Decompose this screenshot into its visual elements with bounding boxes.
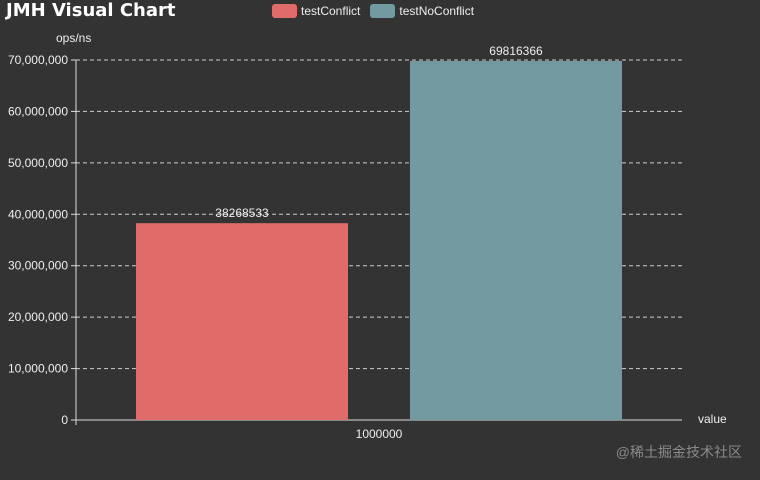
y-tick-label: 20,000,000 — [8, 310, 68, 324]
watermark: @稀土掘金技术社区 — [615, 444, 742, 460]
data-label-testNoConflict: 69816366 — [489, 44, 543, 58]
legend-item-testconflict[interactable]: testConflict — [272, 4, 360, 18]
x-tick-label: 1000000 — [356, 427, 403, 441]
y-tick-label: 0 — [61, 413, 68, 427]
legend-item-testnoconflict[interactable]: testNoConflict — [370, 4, 474, 18]
y-tick-label: 70,000,000 — [8, 53, 68, 67]
x-axis-label: value — [698, 412, 727, 426]
legend-swatch-testconflict — [272, 4, 297, 18]
y-tick-label: 40,000,000 — [8, 207, 68, 221]
data-label-testConflict: 38268533 — [215, 206, 269, 220]
y-tick-label: 60,000,000 — [8, 104, 68, 118]
bar-testNoConflict[interactable] — [410, 60, 622, 421]
y-tick-label: 30,000,000 — [8, 259, 68, 273]
legend-label-testconflict: testConflict — [301, 4, 361, 18]
legend-swatch-testnoconflict — [370, 4, 396, 18]
bar-testConflict[interactable] — [136, 223, 348, 420]
y-tick-label: 10,000,000 — [8, 362, 68, 376]
legend-label-testnoconflict: testNoConflict — [399, 4, 475, 18]
y-axis-label: ops/ns — [56, 31, 91, 45]
y-tick-label: 50,000,000 — [8, 156, 68, 170]
chart-title: JMH Visual Chart — [6, 0, 176, 21]
chart-legend: testConflict testNoConflict — [272, 4, 484, 18]
